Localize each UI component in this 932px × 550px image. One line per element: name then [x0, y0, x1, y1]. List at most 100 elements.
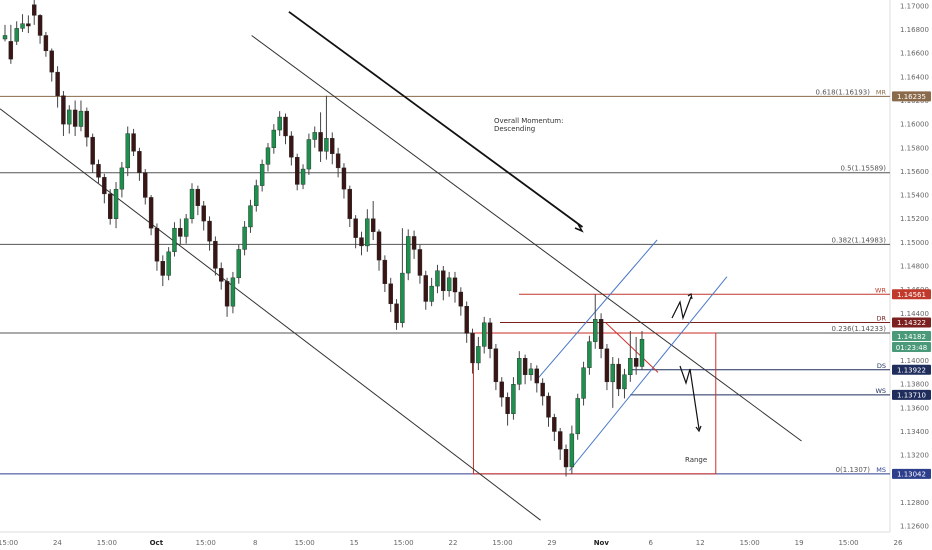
time-tick-label: 22 — [449, 539, 458, 547]
level-price-badge — [892, 364, 931, 375]
time-tick-label: 6 — [649, 539, 654, 547]
price-tick-label: 1.15600 — [900, 168, 929, 176]
candle-body — [406, 236, 411, 274]
time-tick-label: 15:00 — [393, 539, 413, 547]
price-tick-label: 1.12600 — [900, 523, 929, 531]
candle-body — [107, 193, 113, 219]
candle-body — [587, 341, 592, 368]
candle-body — [411, 236, 417, 250]
level-name: DS — [877, 362, 886, 370]
candle-body — [581, 367, 586, 399]
candle-body — [248, 205, 253, 228]
candle-body — [429, 285, 434, 302]
level-name: WR — [875, 286, 886, 294]
upper-descending-channel[interactable] — [251, 35, 802, 442]
candle-body — [72, 109, 78, 127]
scenario-arrow-up-1[interactable] — [671, 296, 692, 321]
candle-body — [277, 116, 282, 131]
candle-body — [219, 268, 224, 282]
red-diag[interactable] — [605, 322, 659, 373]
price-tick-label: 1.14000 — [900, 357, 929, 365]
candle-body — [90, 136, 95, 165]
candle-body — [67, 109, 72, 125]
momentum-note-line2: Descending — [494, 125, 535, 133]
candle-body — [482, 322, 487, 347]
candle-body — [32, 4, 37, 16]
candle-body — [546, 395, 551, 418]
price-tick-label: 1.15400 — [900, 192, 929, 200]
candle-body — [20, 23, 25, 29]
candle-body — [552, 417, 557, 432]
scenario-arrow-down-1[interactable] — [679, 365, 700, 430]
candle-body — [207, 220, 212, 242]
candle-body — [417, 249, 423, 276]
time-tick-label: 15:00 — [492, 539, 512, 547]
candle-body — [230, 277, 236, 307]
level-price-value: 1.13042 — [897, 470, 926, 478]
candle-body — [505, 397, 510, 414]
candle-body — [388, 283, 393, 305]
candle-body — [195, 188, 201, 206]
candle-body — [476, 346, 481, 364]
candle-body — [441, 270, 446, 292]
level-price-value: 1.14322 — [897, 319, 926, 327]
time-tick-label: 15:00 — [838, 539, 858, 547]
level-price-value: 1.16235 — [897, 93, 926, 101]
candle-body — [283, 116, 288, 137]
candle-body — [259, 164, 265, 186]
fib-label: 0.5(1.15589) — [840, 165, 886, 173]
momentum-arrow[interactable] — [288, 11, 584, 228]
price-tick-label: 1.13600 — [900, 404, 929, 412]
ascending-channel-top[interactable] — [535, 239, 658, 382]
candle-body — [353, 218, 358, 238]
level-price-badge — [892, 317, 931, 328]
candle-body — [125, 133, 130, 169]
candle-body — [522, 358, 528, 375]
price-tick-label: 1.13800 — [900, 381, 929, 389]
candle-body — [14, 28, 19, 42]
current-price-badge — [892, 331, 931, 341]
trend-lines[interactable] — [0, 11, 802, 521]
candle-body — [593, 319, 598, 342]
level-name: WS — [875, 387, 886, 395]
time-tick-label: 15:00 — [740, 539, 760, 547]
candle-body — [493, 348, 499, 383]
price-tick-label: 1.15200 — [900, 215, 929, 223]
candle-body — [639, 339, 645, 367]
candle-body — [306, 139, 312, 170]
candle-body — [154, 227, 160, 262]
time-tick-label: 15:00 — [295, 539, 315, 547]
candle-body — [178, 227, 183, 237]
price-tick-label: 1.14800 — [900, 263, 929, 271]
ascending-channel-bottom[interactable] — [569, 276, 728, 471]
range-label: Range — [685, 456, 707, 464]
momentum-note-line1: Overall Momentum: — [494, 117, 563, 125]
candle-body — [102, 177, 107, 195]
candle-body — [400, 272, 405, 323]
candle-body — [517, 358, 522, 385]
current-price-marker: 1.14182 01:23:48 — [892, 331, 931, 352]
candle-body — [26, 23, 31, 27]
level-price-value: 1.13710 — [897, 391, 926, 399]
scenario-arrows[interactable] — [574, 223, 702, 433]
level-price-badge — [892, 289, 931, 300]
candle-body — [131, 133, 136, 152]
price-tick-label: 1.16600 — [900, 50, 929, 58]
candle-body — [604, 348, 610, 383]
price-tick-label: 1.16000 — [900, 121, 929, 129]
candle-body — [359, 237, 364, 247]
candle-body — [43, 35, 49, 52]
candle-body — [487, 322, 493, 349]
candle-body — [446, 277, 452, 292]
lower-descending-channel[interactable] — [0, 108, 541, 521]
candle-body — [84, 110, 90, 138]
candle-body — [242, 226, 247, 250]
candle-body — [633, 358, 639, 367]
candle-body — [78, 110, 84, 127]
level-price-badge — [892, 468, 931, 479]
countdown-value: 01:23:48 — [896, 344, 927, 352]
horizontal-levels[interactable]: 0.618(1.16193) MR 0.5(1.15589) 0.382(1.1498… — [0, 88, 890, 475]
fib-label: 0.618(1.16193) — [816, 88, 871, 96]
